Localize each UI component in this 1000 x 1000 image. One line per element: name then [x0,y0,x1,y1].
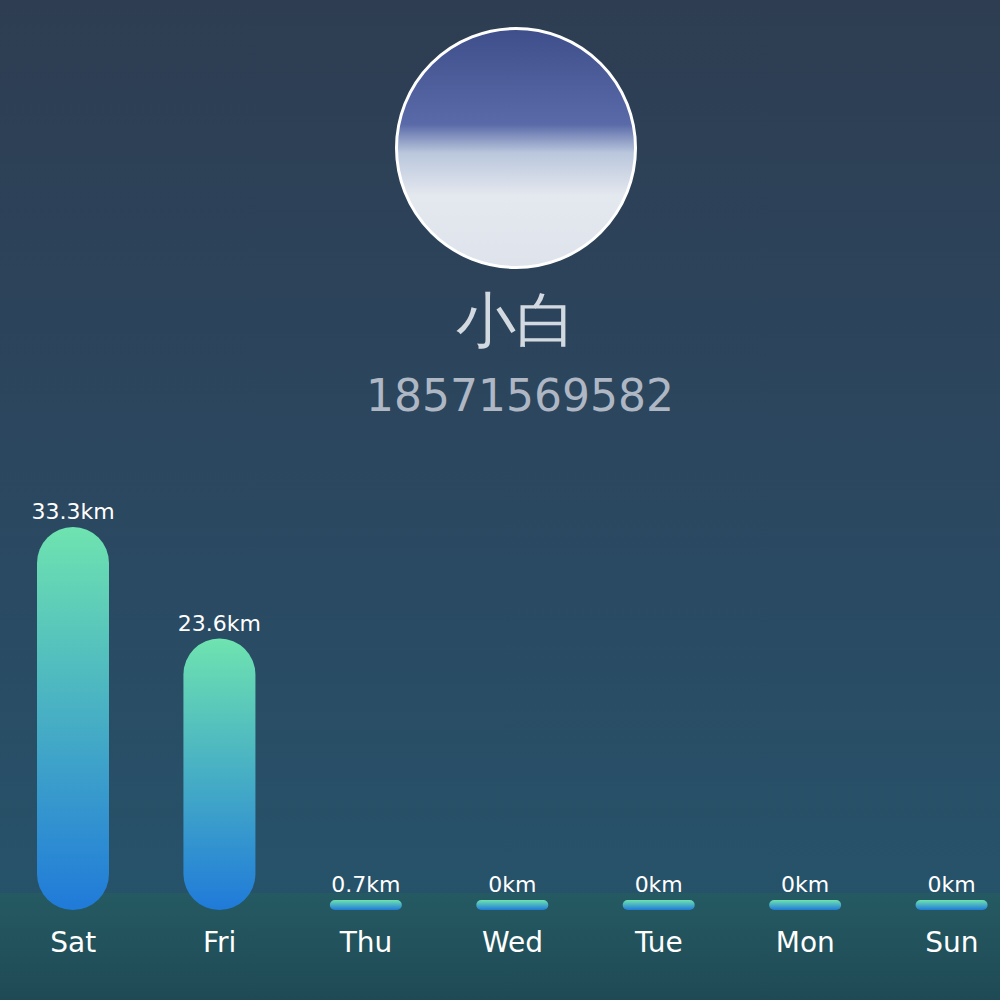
svg-text:0km: 0km [781,872,829,897]
html-text:18571569582: 18571569582 [366,370,674,421]
svg-text:Wed: Wed [482,926,543,959]
svg-text:23.6km: 23.6km [178,611,261,636]
svg-text:0km: 0km [635,872,683,897]
svg-text:Mon: Mon [776,926,835,959]
svg-text:33.3km: 33.3km [31,499,114,524]
svg-text:Sat: Sat [50,926,96,959]
svg-text:Sun: Sun [925,926,978,959]
svg-text:0km: 0km [927,872,975,897]
svg-text:0km: 0km [488,872,536,897]
svg-text:Fri: Fri [203,926,236,959]
svg-text:Tue: Tue [634,926,683,959]
svg-text:Thu: Thu [339,926,393,959]
html-text:小白: 小白 [456,285,576,355]
svg-text:0.7km: 0.7km [331,872,400,897]
